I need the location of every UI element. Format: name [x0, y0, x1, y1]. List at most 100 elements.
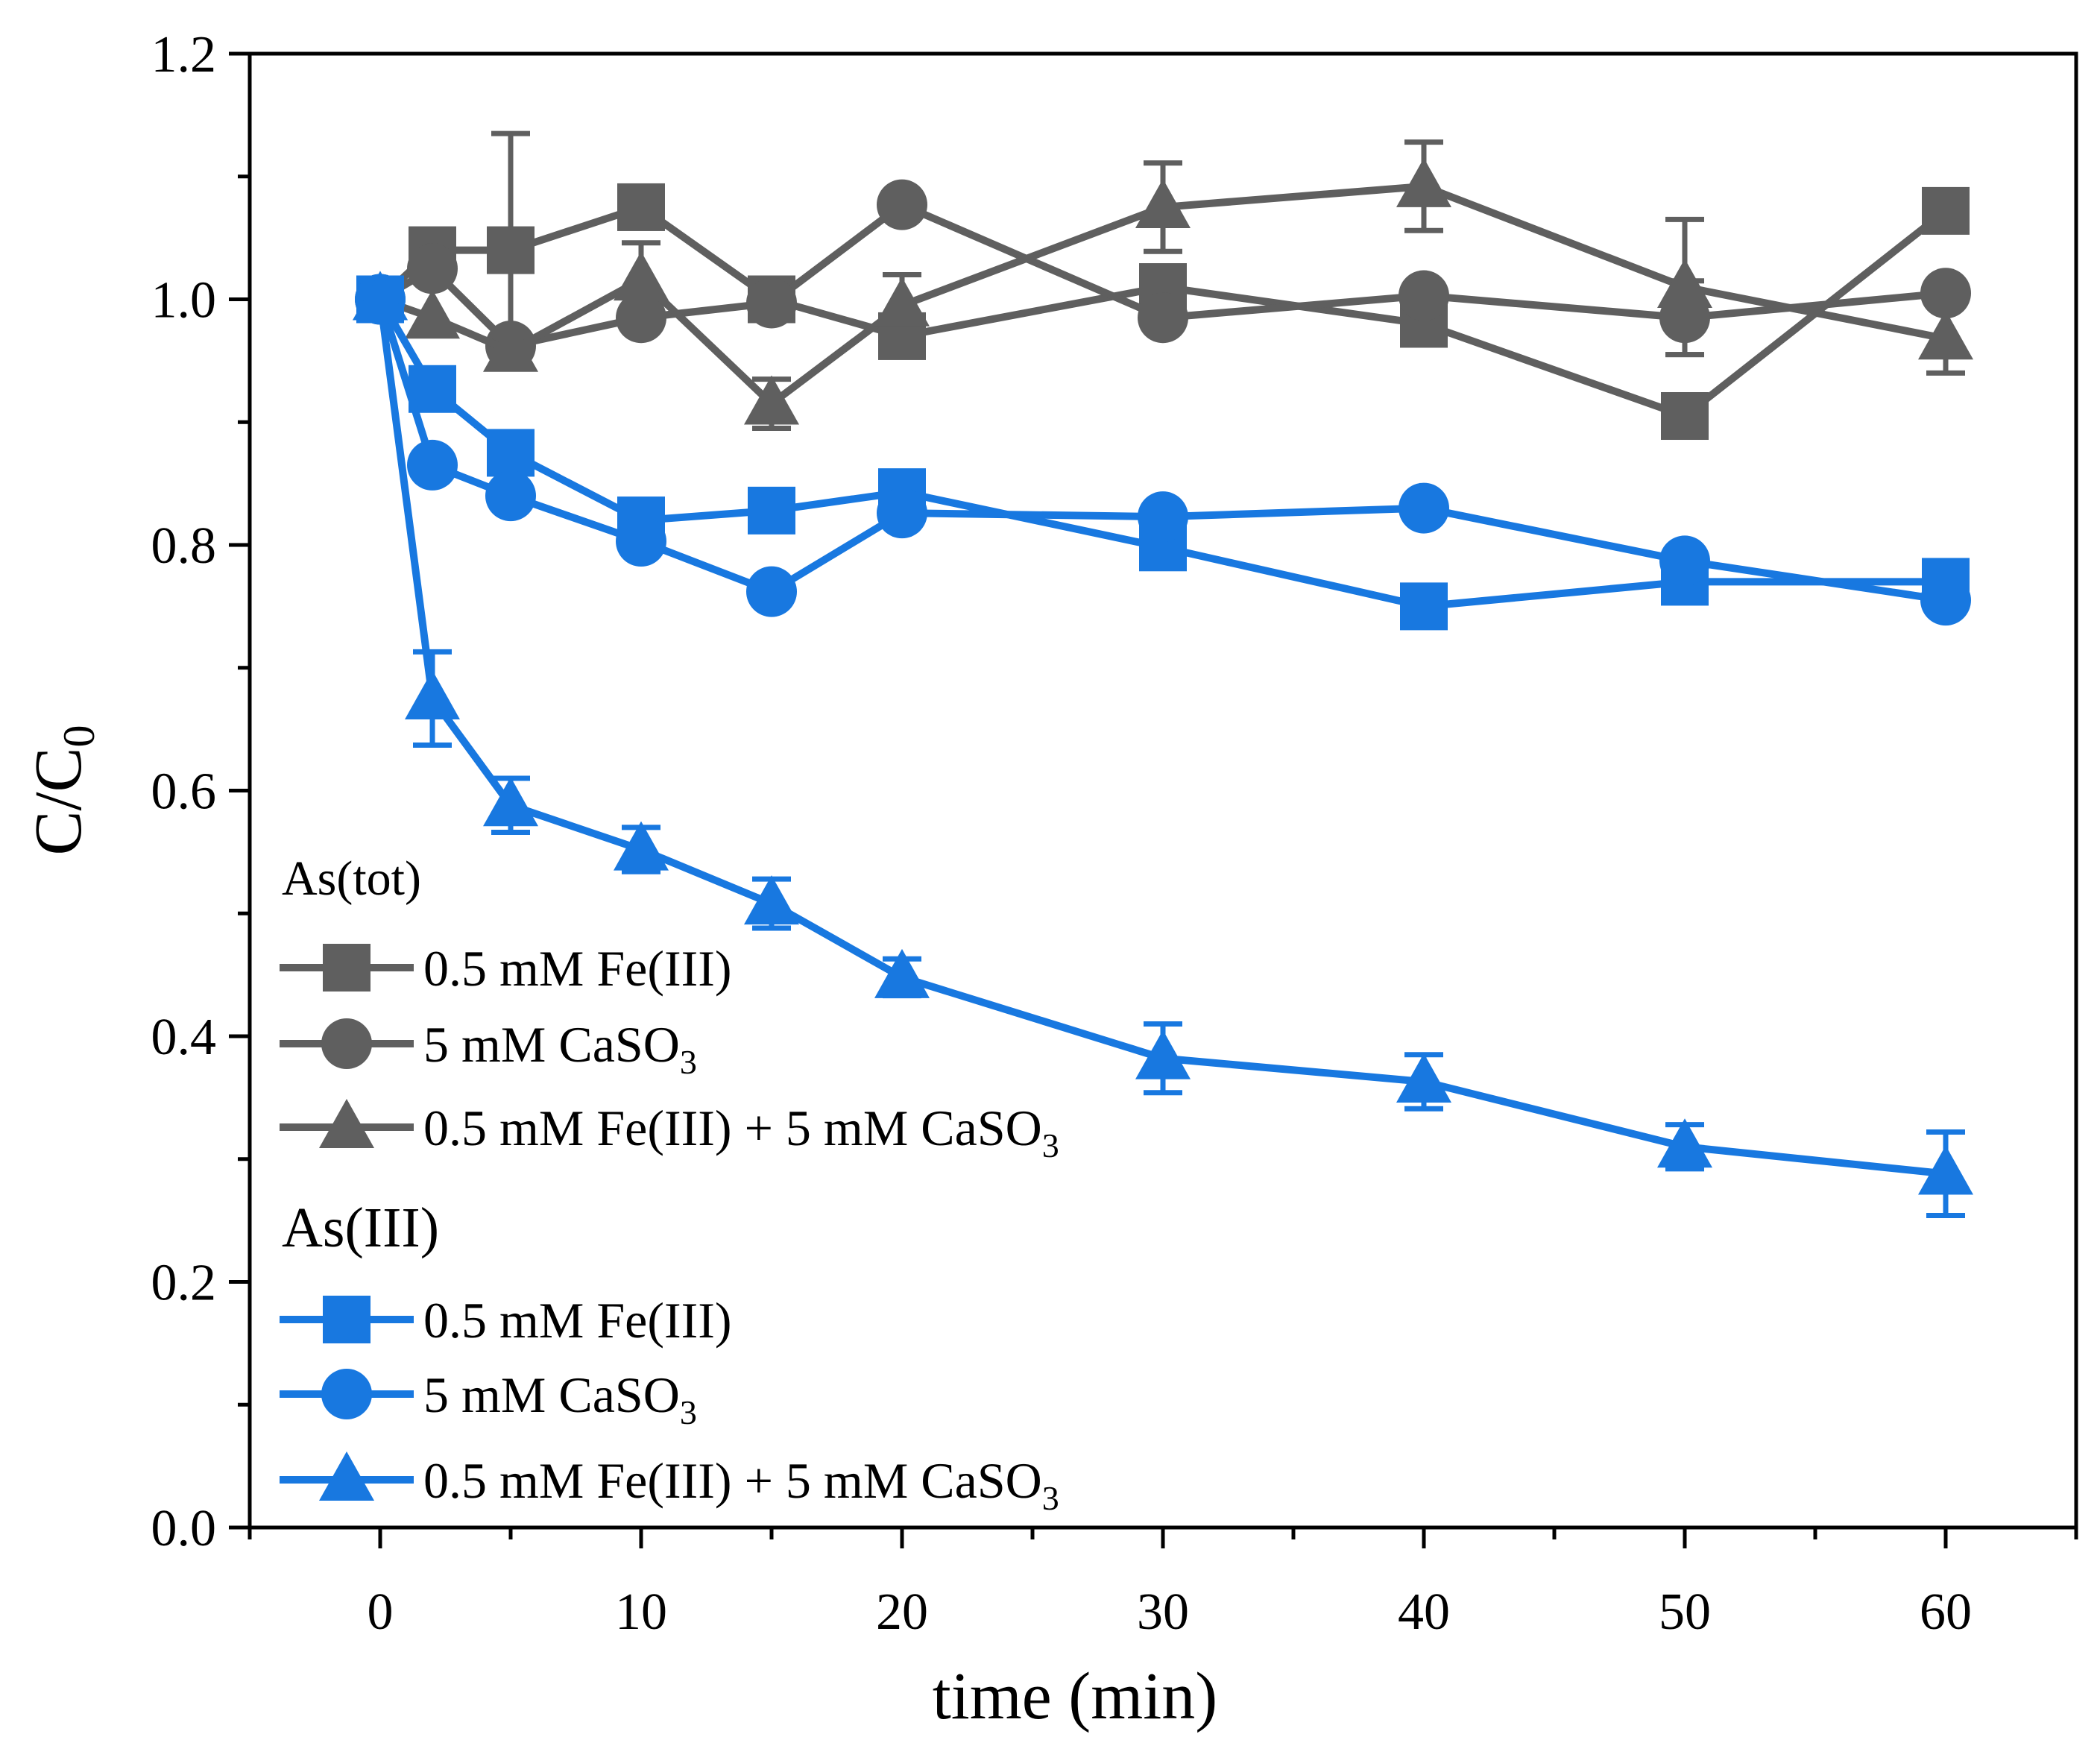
data-point — [1135, 178, 1191, 228]
x-axis-label: time (min) — [933, 1659, 1217, 1733]
legend-label-main: 0.5 mM Fe(III) — [423, 940, 732, 997]
legend-label-main: 5 mM CaSO — [423, 1016, 680, 1073]
data-point — [1657, 1118, 1712, 1168]
legend-item: 0.5 mM Fe(III) — [280, 940, 732, 997]
x-tick-label: 0 — [368, 1583, 394, 1641]
data-point — [1138, 491, 1188, 543]
data-point — [483, 322, 538, 372]
y-axis-label-main: C/C — [22, 747, 95, 855]
y-tick-label: 0.8 — [151, 517, 217, 575]
series-line — [376, 297, 1946, 605]
legend-label: 0.5 mM Fe(III) + 5 mM CaSO3 — [423, 1452, 1059, 1517]
y-axis: 0.0 0.2 0.4 0.6 0.8 1.0 1.2 — [151, 26, 250, 1557]
data-point — [1922, 186, 1970, 235]
data-point — [407, 439, 458, 491]
data-point — [1661, 392, 1709, 441]
legend-item: 0.5 mM Fe(III) + 5 mM CaSO3 — [280, 1099, 1059, 1164]
data-point — [1657, 259, 1712, 309]
data-point — [1918, 310, 1973, 360]
data-point — [1920, 575, 1971, 626]
legend-marker — [323, 1296, 371, 1343]
data-point — [746, 277, 797, 329]
data-point — [614, 821, 669, 871]
data-point — [874, 948, 930, 998]
data-point — [748, 486, 795, 535]
legend-label: 0.5 mM Fe(III) + 5 mM CaSO3 — [423, 1100, 1059, 1164]
data-point — [405, 669, 460, 719]
y-tick-label: 0.6 — [151, 763, 217, 821]
data-point — [1399, 482, 1449, 534]
legend-marker — [323, 944, 371, 992]
data-point — [353, 271, 408, 321]
legend-marker — [319, 1099, 374, 1148]
series-line — [378, 201, 1946, 350]
series-4 — [355, 274, 1971, 626]
data-point — [483, 777, 538, 827]
series-line — [376, 297, 1946, 611]
data-point — [1400, 582, 1448, 631]
data-point — [1135, 1030, 1191, 1079]
legend-label-sub: 3 — [680, 1043, 697, 1081]
legend-label-main: 5 mM CaSO — [423, 1366, 680, 1423]
legend-label: 5 mM CaSO3 — [423, 1016, 697, 1081]
data-point — [617, 183, 665, 231]
y-tick-label: 0.4 — [151, 1009, 217, 1066]
data-point — [407, 243, 458, 294]
y-tick-label: 1.0 — [151, 272, 217, 330]
series-2 — [353, 139, 1973, 431]
legend-item: 0.5 mM Fe(III) + 5 mM CaSO3 — [280, 1451, 1059, 1517]
legend-marker — [319, 1451, 374, 1501]
x-tick-label: 40 — [1398, 1583, 1450, 1641]
legend-label-sub: 3 — [680, 1393, 697, 1431]
data-point — [744, 875, 799, 925]
data-point — [1918, 1145, 1973, 1195]
x-tick-label: 10 — [615, 1583, 667, 1641]
series-line — [377, 203, 1949, 420]
x-tick-label: 20 — [876, 1583, 928, 1641]
data-point — [877, 488, 927, 539]
data-point — [485, 470, 536, 522]
x-tick-label: 50 — [1659, 1583, 1711, 1641]
data-point — [616, 516, 666, 567]
data-point — [1396, 1053, 1451, 1103]
data-point — [487, 429, 535, 477]
legend-label: 0.5 mM Fe(III) — [423, 940, 732, 997]
legend-label-sub: 3 — [1042, 1479, 1059, 1517]
legend-marker — [321, 1369, 372, 1419]
data-point — [744, 375, 799, 425]
series-line — [376, 298, 1946, 1178]
data-point — [405, 289, 460, 339]
x-tick-label: 30 — [1137, 1583, 1189, 1641]
data-point — [746, 566, 797, 617]
legend-item: 0.5 mM Fe(III) — [280, 1292, 732, 1349]
legend-label-main: 0.5 mM Fe(III) — [423, 1292, 732, 1349]
data-point — [1138, 292, 1188, 344]
legend-marker — [321, 1018, 372, 1069]
legend-label-sub: 3 — [1042, 1126, 1059, 1164]
legend-label-main: 0.5 mM Fe(III) + 5 mM CaSO — [423, 1100, 1042, 1156]
y-axis-label: C/C0 — [22, 725, 104, 855]
x-tick-label: 60 — [1920, 1583, 1972, 1641]
legend-group-title: As(III) — [282, 1197, 439, 1259]
data-point — [487, 226, 535, 274]
data-point — [614, 251, 669, 301]
y-tick-label: 1.2 — [151, 26, 217, 83]
data-point — [877, 179, 927, 230]
legend-item: 5 mM CaSO3 — [280, 1366, 697, 1431]
y-axis-label-sub: 0 — [54, 725, 104, 747]
series-layer — [353, 130, 1973, 1219]
x-axis: 0 10 20 30 40 50 60 — [247, 1528, 2078, 1641]
data-point — [1396, 157, 1451, 207]
legend-label-main: 0.5 mM Fe(III) + 5 mM CaSO — [423, 1452, 1042, 1509]
legend-label: 5 mM CaSO3 — [423, 1366, 697, 1431]
data-point — [874, 277, 930, 327]
series-line — [379, 182, 1946, 408]
y-tick-label: 0.0 — [151, 1500, 217, 1557]
legend-item: 5 mM CaSO3 — [280, 1016, 697, 1081]
legend-group-title: As(tot) — [282, 851, 421, 906]
legend-label: 0.5 mM Fe(III) — [423, 1292, 732, 1349]
data-point — [1399, 270, 1449, 321]
series-5 — [353, 271, 1973, 1219]
